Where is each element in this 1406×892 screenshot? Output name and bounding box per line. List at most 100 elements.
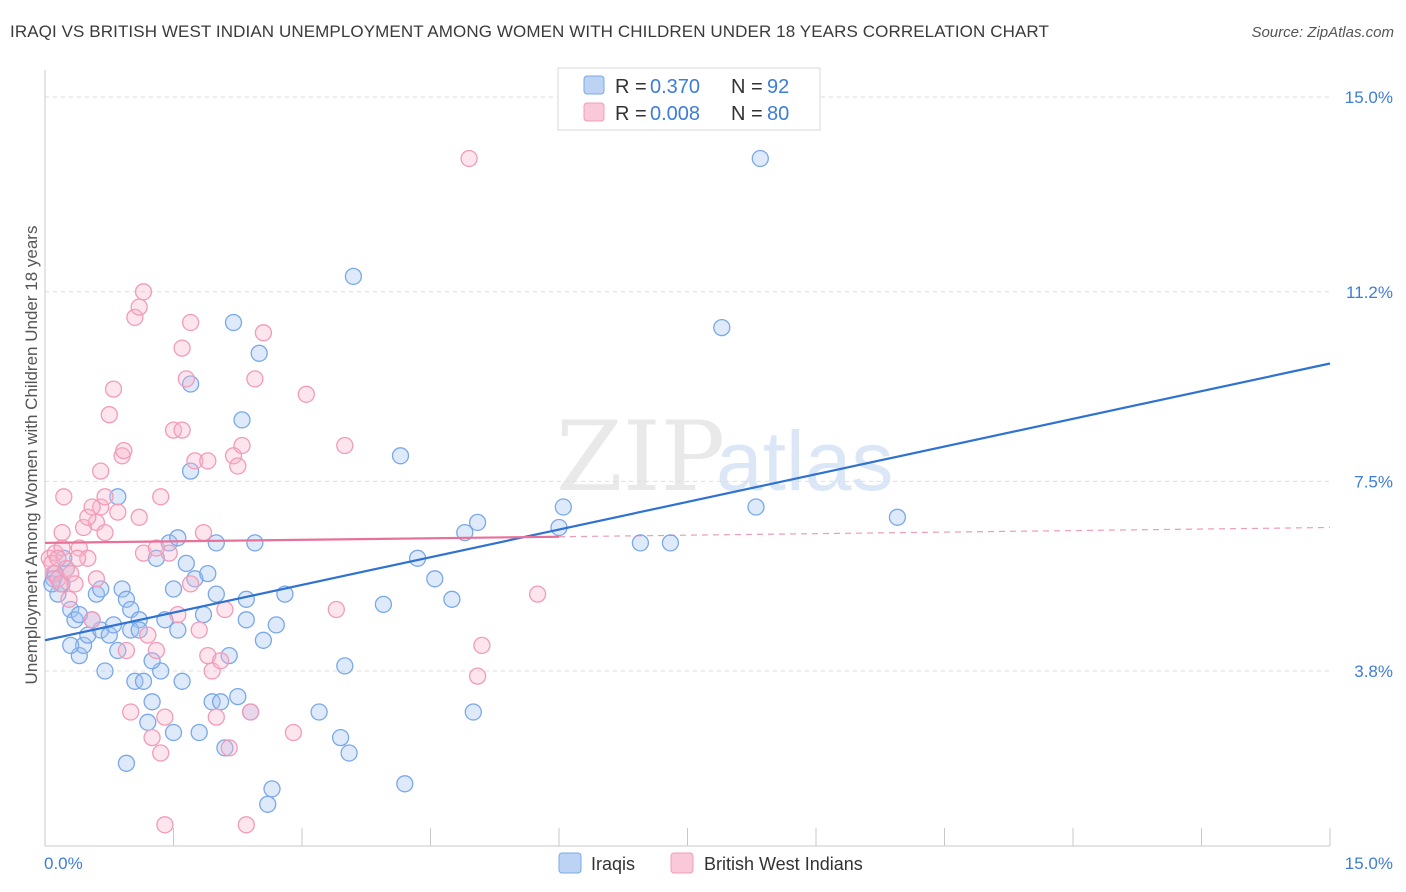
legend-r-bwi: 0.008 xyxy=(650,103,700,125)
point-iraqis-40 xyxy=(220,646,238,665)
point-bwi-18 xyxy=(104,380,123,398)
point-iraqis-64 xyxy=(456,523,474,542)
point-bwi-68 xyxy=(173,339,191,357)
y-tick-label-3: 15.0% xyxy=(1345,88,1393,107)
point-bwi-36 xyxy=(181,313,200,332)
point-bwi-27 xyxy=(143,728,161,747)
y-tick-label-1: 7.5% xyxy=(1354,472,1393,491)
trend-line-bwi xyxy=(44,535,560,544)
point-bwi-30 xyxy=(156,708,174,726)
point-bwi-16 xyxy=(96,523,114,542)
point-bwi-69 xyxy=(181,575,200,593)
point-iraqis-58 xyxy=(374,595,393,614)
y-tick-label-0: 3.8% xyxy=(1354,662,1393,681)
point-iraqis-7 xyxy=(74,636,93,655)
point-bwi-72 xyxy=(87,570,106,588)
point-iraqis-22 xyxy=(143,693,161,711)
point-bwi-73 xyxy=(96,488,114,506)
point-bwi-24 xyxy=(130,298,148,316)
point-bwi-19 xyxy=(109,503,127,521)
point-bwi-65 xyxy=(115,441,133,460)
point-bwi-25 xyxy=(134,544,153,562)
point-bwi-9 xyxy=(66,575,84,593)
point-bwi-45 xyxy=(220,739,238,757)
series-legend: Iraqis British West Indians xyxy=(558,852,863,874)
point-bwi-52 xyxy=(254,324,273,342)
watermark-zip: ZIP xyxy=(556,401,725,513)
point-iraqis-38 xyxy=(211,693,230,711)
point-iraqis-86 xyxy=(164,723,183,742)
point-bwi-75 xyxy=(152,744,170,762)
point-bwi-17 xyxy=(100,406,118,424)
bottom-legend-swatch-iraqis xyxy=(558,852,582,874)
point-bwi-35 xyxy=(177,370,195,388)
legend-r-iraqis: 0.370 xyxy=(650,76,700,98)
point-bwi-53 xyxy=(284,723,303,742)
point-bwi-21 xyxy=(117,641,136,660)
trend-lines xyxy=(44,362,1331,642)
point-bwi-70 xyxy=(199,452,217,470)
point-bwi-58 xyxy=(468,667,487,685)
point-bwi-37 xyxy=(186,452,204,470)
data-points xyxy=(40,149,907,834)
point-iraqis-72 xyxy=(747,498,765,516)
point-bwi-29 xyxy=(152,488,170,506)
point-iraqis-62 xyxy=(426,570,444,588)
point-iraqis-85 xyxy=(181,462,200,480)
point-iraqis-66 xyxy=(468,513,487,532)
point-bwi-79 xyxy=(49,549,67,567)
point-bwi-48 xyxy=(233,436,251,455)
point-bwi-78 xyxy=(53,523,71,542)
point-iraqis-89 xyxy=(92,580,110,598)
y-tick-label-2: 11.2% xyxy=(1346,283,1393,302)
point-bwi-63 xyxy=(79,508,97,526)
point-bwi-71 xyxy=(68,549,87,567)
legend-swatch-bwi xyxy=(583,102,605,122)
point-iraqis-59 xyxy=(391,447,410,465)
point-bwi-49 xyxy=(237,816,255,834)
point-iraqis-65 xyxy=(464,703,482,721)
point-iraqis-91 xyxy=(117,754,136,772)
trend-line-iraqis xyxy=(44,362,1331,642)
point-bwi-55 xyxy=(327,600,345,619)
legend-n-label-bwi: N = xyxy=(731,103,763,125)
watermark: ZIP atlas xyxy=(556,401,893,513)
point-iraqis-42 xyxy=(229,687,247,706)
point-iraqis-1 xyxy=(49,585,67,603)
point-bwi-77 xyxy=(83,498,101,516)
point-bwi-57 xyxy=(460,149,478,168)
point-iraqis-43 xyxy=(233,411,251,429)
legend-swatch-iraqis xyxy=(583,75,605,95)
point-iraqis-63 xyxy=(443,590,461,608)
correlation-legend: R = 0.370 N = 92 R = 0.008 N = 80 xyxy=(557,67,821,131)
point-bwi-34 xyxy=(173,421,191,439)
point-iraqis-15 xyxy=(113,580,131,598)
x-tick-label-min: 0.0% xyxy=(44,854,83,873)
point-iraqis-35 xyxy=(199,564,217,583)
point-iraqis-71 xyxy=(713,318,731,337)
point-iraqis-34 xyxy=(194,605,213,624)
point-iraqis-50 xyxy=(263,780,281,798)
point-iraqis-37 xyxy=(207,534,225,552)
point-iraqis-11 xyxy=(96,662,114,680)
point-bwi-26 xyxy=(139,626,157,644)
point-bwi-56 xyxy=(336,436,354,455)
legend-n-iraqis: 92 xyxy=(767,76,789,98)
point-bwi-11 xyxy=(74,518,93,537)
point-bwi-74 xyxy=(130,508,148,526)
point-iraqis-69 xyxy=(631,534,650,552)
bottom-legend-swatch-bwi xyxy=(670,852,694,874)
point-bwi-47 xyxy=(229,457,247,475)
point-bwi-33 xyxy=(169,605,187,624)
point-iraqis-70 xyxy=(661,534,680,552)
point-iraqis-55 xyxy=(336,657,354,675)
point-bwi-23 xyxy=(126,308,144,327)
legend-n-bwi: 80 xyxy=(767,103,789,125)
point-iraqis-33 xyxy=(190,723,208,742)
point-iraqis-73 xyxy=(751,149,769,168)
point-bwi-31 xyxy=(160,544,178,562)
legend-n-label-iraqis: N = xyxy=(731,76,763,98)
chart-title: IRAQI VS BRITISH WEST INDIAN UNEMPLOYMEN… xyxy=(10,22,1049,41)
legend-r-label-iraqis: R = xyxy=(615,76,647,98)
